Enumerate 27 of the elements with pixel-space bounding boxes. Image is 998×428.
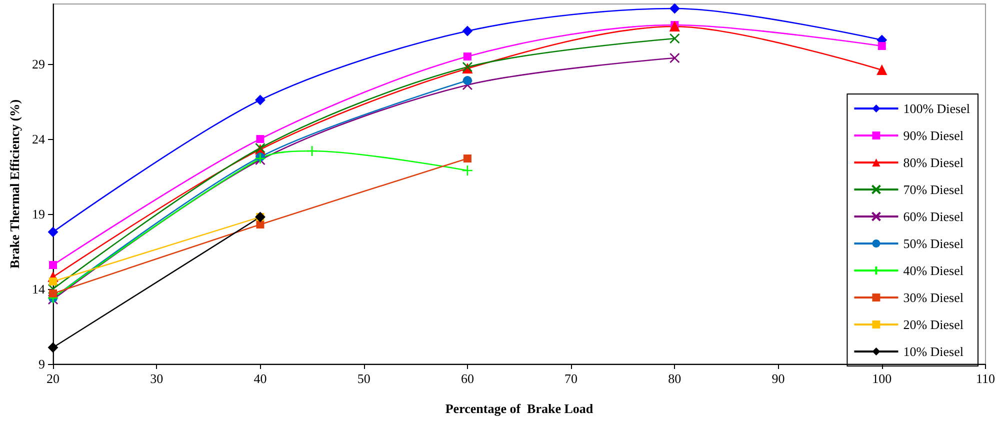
legend-label: 90% Diesel (903, 128, 964, 143)
x-tick-label: 110 (976, 371, 996, 386)
legend-label: 40% Diesel (903, 263, 964, 278)
x-tick-label: 40 (254, 371, 267, 386)
y-tick-label: 24 (32, 132, 46, 146)
y-tick-label: 29 (32, 56, 45, 72)
y-axis-title: Brake Thermal Efficiency (%) (7, 99, 22, 269)
legend-label: 20% Diesel (903, 317, 964, 332)
legend-label: 50% Diesel (903, 236, 964, 251)
x-tick-label: 30 (150, 371, 164, 386)
x-tick-label: 70 (564, 371, 578, 386)
legend-label: 60% Diesel (903, 209, 964, 224)
y-tick-label: 14 (32, 282, 46, 296)
legend-label: 100% Diesel (903, 101, 970, 116)
x-tick-label: 60 (460, 371, 474, 386)
x-tick-label: 80 (668, 371, 682, 386)
legend-label: 70% Diesel (903, 182, 964, 197)
legend-label: 80% Diesel (903, 155, 964, 170)
x-tick-label: 20 (46, 371, 60, 386)
x-tick-label: 90 (772, 371, 785, 386)
x-tick-label: 50 (357, 371, 370, 386)
x-axis-title: Percentage of Brake Load (445, 401, 594, 416)
y-tick-label: 19 (32, 206, 45, 222)
y-tick-label: 9 (38, 356, 45, 372)
x-tick-label: 100 (872, 371, 892, 386)
legend-label: 30% Diesel (903, 290, 964, 305)
legend-label: 10% Diesel (903, 344, 964, 359)
